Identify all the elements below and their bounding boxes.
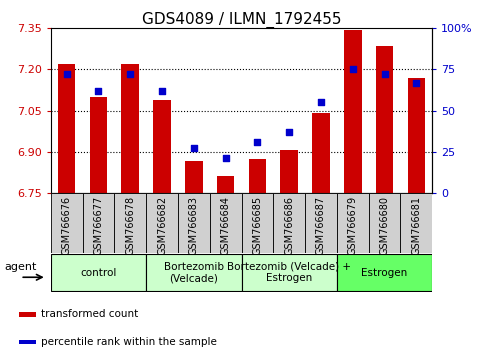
Text: GSM766677: GSM766677 xyxy=(93,196,103,255)
Text: GSM766676: GSM766676 xyxy=(62,196,71,255)
Bar xyxy=(19,312,36,317)
Point xyxy=(63,72,71,77)
Point xyxy=(317,99,325,105)
Text: GSM766684: GSM766684 xyxy=(221,196,230,255)
Bar xyxy=(146,193,178,253)
Bar xyxy=(114,193,146,253)
Text: GSM766678: GSM766678 xyxy=(125,196,135,255)
Bar xyxy=(185,161,202,193)
Bar xyxy=(337,254,432,291)
Bar xyxy=(58,64,75,193)
Text: GSM766685: GSM766685 xyxy=(253,196,262,255)
Bar xyxy=(121,64,139,193)
Bar xyxy=(217,177,234,193)
Text: Bortezomib (Velcade) +
Estrogen: Bortezomib (Velcade) + Estrogen xyxy=(227,262,351,284)
Bar xyxy=(344,30,362,193)
Point xyxy=(412,80,420,85)
Bar xyxy=(83,193,114,253)
Text: transformed count: transformed count xyxy=(41,309,138,320)
Bar xyxy=(153,100,171,193)
Bar xyxy=(19,340,36,344)
Bar xyxy=(337,193,369,253)
Text: agent: agent xyxy=(4,262,36,272)
Point xyxy=(285,129,293,135)
Text: control: control xyxy=(80,268,116,278)
Bar xyxy=(273,193,305,253)
Point xyxy=(222,155,229,161)
Bar xyxy=(249,159,266,193)
Text: GSM766682: GSM766682 xyxy=(157,196,167,255)
Point xyxy=(190,145,198,151)
Text: percentile rank within the sample: percentile rank within the sample xyxy=(41,337,217,347)
Bar xyxy=(178,193,210,253)
Text: GSM766686: GSM766686 xyxy=(284,196,294,255)
Point xyxy=(381,72,388,77)
Bar xyxy=(400,193,432,253)
Text: GSM766683: GSM766683 xyxy=(189,196,199,255)
Bar xyxy=(210,193,242,253)
Point xyxy=(127,72,134,77)
Title: GDS4089 / ILMN_1792455: GDS4089 / ILMN_1792455 xyxy=(142,12,341,28)
Bar xyxy=(51,254,146,291)
Point xyxy=(254,139,261,145)
Bar xyxy=(369,193,400,253)
Text: GSM766687: GSM766687 xyxy=(316,196,326,255)
Bar xyxy=(90,97,107,193)
Bar xyxy=(376,46,393,193)
Text: Bortezomib
(Velcade): Bortezomib (Velcade) xyxy=(164,262,224,284)
Point xyxy=(158,88,166,94)
Bar xyxy=(242,193,273,253)
Text: GSM766681: GSM766681 xyxy=(412,196,421,255)
Text: Estrogen: Estrogen xyxy=(361,268,408,278)
Bar xyxy=(146,254,242,291)
Bar xyxy=(408,78,425,193)
Bar xyxy=(281,150,298,193)
Bar xyxy=(312,113,330,193)
Bar xyxy=(305,193,337,253)
Point xyxy=(95,88,102,94)
Text: GSM766680: GSM766680 xyxy=(380,196,390,255)
Text: GSM766679: GSM766679 xyxy=(348,196,358,255)
Bar xyxy=(51,193,83,253)
Bar xyxy=(242,254,337,291)
Point xyxy=(349,67,356,72)
